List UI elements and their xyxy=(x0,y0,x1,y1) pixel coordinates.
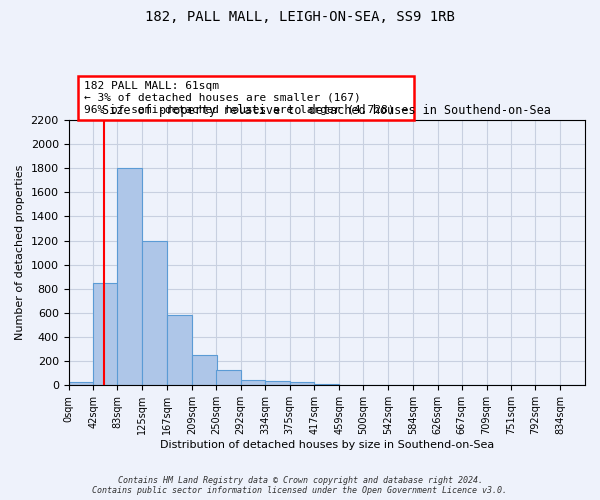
Bar xyxy=(241,380,265,386)
X-axis label: Distribution of detached houses by size in Southend-on-Sea: Distribution of detached houses by size … xyxy=(160,440,494,450)
Title: Size of property relative to detached houses in Southend-on-Sea: Size of property relative to detached ho… xyxy=(103,104,551,118)
Bar xyxy=(265,380,290,386)
Bar xyxy=(118,168,142,386)
Text: Contains HM Land Registry data © Crown copyright and database right 2024.
Contai: Contains HM Land Registry data © Crown c… xyxy=(92,476,508,495)
Bar xyxy=(93,283,118,386)
Bar xyxy=(68,382,93,386)
Bar xyxy=(290,382,314,386)
Bar xyxy=(314,384,339,386)
Bar xyxy=(216,370,241,386)
Bar xyxy=(192,354,217,386)
Bar xyxy=(142,240,167,386)
Text: 182 PALL MALL: 61sqm
← 3% of detached houses are smaller (167)
96% of semi-detac: 182 PALL MALL: 61sqm ← 3% of detached ho… xyxy=(84,82,408,114)
Text: 182, PALL MALL, LEIGH-ON-SEA, SS9 1RB: 182, PALL MALL, LEIGH-ON-SEA, SS9 1RB xyxy=(145,10,455,24)
Bar xyxy=(167,316,192,386)
Y-axis label: Number of detached properties: Number of detached properties xyxy=(15,165,25,340)
